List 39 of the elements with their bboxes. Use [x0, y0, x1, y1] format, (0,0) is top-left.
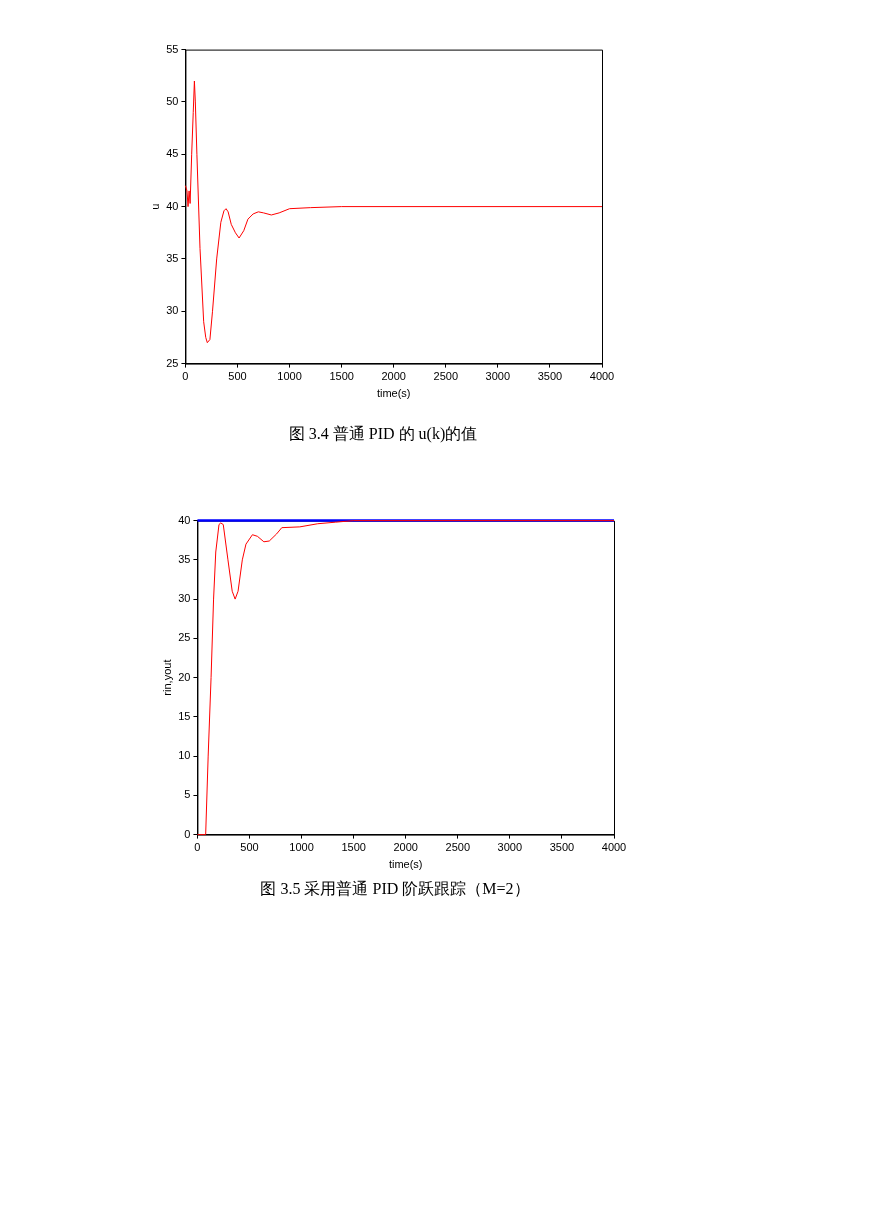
y-tick-label: 30: [166, 304, 179, 317]
y-tick-label: 0: [184, 827, 191, 840]
x-tick-label: 500: [240, 841, 259, 854]
x-tick-label: 3500: [549, 841, 575, 854]
y-tick-label: 30: [178, 592, 191, 605]
y-tick-label: 55: [166, 42, 179, 55]
x-tick-label: 2500: [433, 370, 459, 383]
y-tick-label: 5: [184, 788, 191, 801]
x-tick-label: 2000: [381, 370, 406, 383]
x-tick-label: 4000: [601, 841, 627, 854]
y-tick-label: 20: [178, 670, 191, 683]
y-tick-label: 40: [178, 513, 191, 526]
y-tick-label: 15: [178, 709, 191, 722]
y-tick-label: 35: [178, 552, 191, 565]
text: 图 3.5 采用普通 PID 阶跃跟踪（M=2）: [259, 879, 531, 899]
x-tick-label: 500: [228, 370, 247, 383]
y-tick-label: 45: [166, 147, 179, 160]
x-tick-label: 3000: [485, 370, 511, 383]
y-tick-label: 40: [166, 199, 179, 212]
x-tick-label: 3500: [537, 370, 563, 383]
y-axis-title: u: [148, 203, 161, 210]
x-tick-label: 1000: [289, 841, 314, 854]
x-tick-label: 2500: [445, 841, 471, 854]
x-tick-label: 2000: [393, 841, 418, 854]
x-tick-label: 1500: [329, 370, 354, 383]
x-axis-title: time(s): [376, 387, 411, 400]
y-tick-label: 25: [178, 631, 191, 644]
x-axis-title: time(s): [388, 858, 423, 871]
text: 图 3.4 普通 PID 的 u(k)的值: [287, 424, 479, 445]
x-tick-label: 3000: [497, 841, 523, 854]
x-tick-label: 1000: [277, 370, 302, 383]
y-tick-label: 25: [166, 356, 179, 369]
y-tick-label: 35: [166, 251, 179, 264]
x-tick-label: 1500: [341, 841, 366, 854]
x-tick-label: 0: [194, 841, 201, 854]
y-tick-label: 50: [166, 94, 179, 107]
x-tick-label: 4000: [589, 370, 615, 383]
y-axis-title: rin,yout: [160, 659, 173, 696]
y-tick-label: 10: [178, 749, 191, 762]
